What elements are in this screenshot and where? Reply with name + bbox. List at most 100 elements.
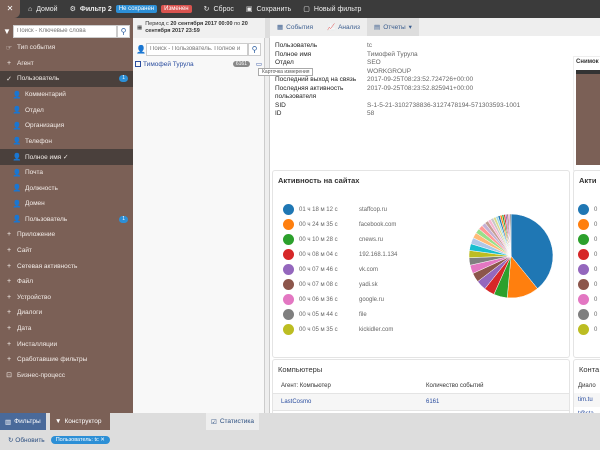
legend-swatch [578, 309, 589, 320]
legend-swatch [578, 294, 589, 305]
sidebar-item[interactable]: + Инсталляции [0, 336, 133, 352]
legend-item: 00 ч 06 м 36 с google.ru [273, 292, 569, 307]
search-icon[interactable]: ⚲ [248, 42, 261, 56]
sidebar-item[interactable]: + Агент [0, 56, 133, 72]
plus-icon: + [6, 278, 12, 286]
legend-item: 00 ч 05 м 44 с file [273, 307, 569, 322]
refresh-icon: ↻ [203, 6, 210, 13]
sites-activity-card: Активность на сайтах 01 ч 18 м 12 с staff… [272, 170, 570, 358]
legend-item: 00 ч 07 м 46 с vk.com [273, 262, 569, 277]
legend-swatch [283, 249, 294, 260]
info-row: SID S-1-5-21-3102738836-3127478194-571303… [275, 101, 521, 109]
legend-swatch [283, 294, 294, 305]
sidebar-item[interactable]: + Сайт [0, 243, 133, 259]
legend-swatch [283, 279, 294, 290]
user-search-input[interactable] [146, 42, 248, 56]
sidebar-item[interactable]: 👤 Отдел [12, 106, 44, 115]
tab-events[interactable]: ▦ События [277, 23, 313, 32]
screenshot-thumbnail[interactable]: Снимок [573, 56, 600, 171]
legend-swatch [283, 219, 294, 230]
close-icon[interactable]: ✕ [0, 0, 20, 18]
reset-button[interactable]: ↻ Сброс [203, 5, 234, 14]
plus-icon: + [6, 340, 12, 348]
panel-resizer[interactable] [265, 38, 270, 413]
plus-icon: + [6, 356, 12, 364]
sidebar-item[interactable]: 👤 Должность [12, 184, 58, 193]
sidebar-item[interactable]: ⊡ Бизнес-процесс [0, 367, 133, 383]
list-item[interactable]: Тимофей Турула 6161 ▭ [133, 58, 264, 70]
caret-down-icon: ▾ [408, 24, 412, 31]
refresh-button[interactable]: ↻ Обновить [8, 437, 45, 444]
sidebar-item[interactable]: ✓ Пользователь 1 [0, 71, 133, 87]
info-row: Последняя активность пользователя 2017-09… [275, 84, 474, 101]
tooltip: Карточка измерения [258, 68, 314, 76]
user-icon: 👤 [12, 91, 22, 99]
legend-item: 0 [574, 277, 600, 292]
sidebar-item[interactable]: + Файл [0, 274, 133, 290]
sidebar-item[interactable]: 👤 Пользователь 1 [0, 212, 133, 228]
checkbox[interactable] [135, 61, 141, 67]
sidebar-item[interactable]: + Устройство [0, 290, 133, 306]
pie-slice[interactable] [509, 213, 512, 257]
save-button[interactable]: ▣ Сохранить [245, 5, 292, 14]
changed-badge: Изменен [161, 5, 192, 13]
plus-icon: + [6, 262, 12, 270]
tab-reports[interactable]: ▤ Отчеты ▾ [367, 18, 419, 36]
funnel-icon: ▼ [3, 26, 11, 36]
pointer-icon: ☞ [5, 44, 13, 52]
chart-icon: 📈 [327, 24, 336, 31]
user-icon: 👤 [12, 216, 22, 224]
user-icon: 👤 [12, 122, 22, 130]
statistics-toggle[interactable]: ☑ Статистика [206, 413, 259, 430]
legend-swatch [578, 204, 589, 215]
sidebar-item[interactable]: + Сетевая активность [0, 258, 133, 274]
home-button[interactable]: ⌂ Домой [28, 5, 58, 13]
sidebar-item[interactable]: 👤 Организация [12, 122, 65, 130]
count-badge: 1 [119, 215, 128, 223]
legend-item: 0 [574, 322, 600, 337]
gear-icon: ⚙ [69, 6, 76, 13]
bottom-tabs: ▥ Фильтры ▼ Конструктор ☑ Статистика [0, 413, 600, 430]
legend-item: 00 ч 07 м 08 с yadi.sk [273, 277, 569, 292]
tab-constructor[interactable]: ▼ Конструктор [50, 413, 110, 430]
sidebar-item[interactable]: 👤 Домен [12, 200, 45, 208]
main-panel: ▦ События 📈 Анализ ▤ Отчеты ▾ Пользователь tc… [270, 18, 600, 430]
sidebar-item[interactable]: + Приложение [0, 227, 133, 243]
sidebar-item[interactable]: + Сработавшие фильтры [0, 352, 133, 368]
user-info: Пользователь tc Полное имя Тимофей Турула От… [275, 42, 565, 119]
view-tabs: ▦ События 📈 Анализ ▤ Отчеты ▾ [270, 18, 600, 36]
sidebar-item[interactable]: 👤 Телефон [12, 137, 52, 146]
card-icon[interactable]: ▭ [255, 61, 262, 68]
legend-swatch [578, 324, 589, 335]
keyword-search-input[interactable] [13, 24, 117, 38]
tab-analysis[interactable]: 📈 Анализ [327, 23, 361, 32]
user-icon: 👤 [12, 185, 22, 193]
legend-swatch [578, 249, 589, 260]
filter-chip[interactable]: Пользователь: tc ✕ [50, 436, 110, 444]
plus-icon: + [6, 324, 12, 332]
tab-filters[interactable]: ▥ Фильтры [0, 413, 46, 430]
sidebar-item[interactable]: 👤 Полное имя ✓ [0, 149, 133, 165]
funnel-icon: ▼ [55, 418, 62, 425]
legend-item: 0 [574, 307, 600, 322]
pie-slice[interactable] [510, 213, 554, 289]
table-row[interactable]: LastCosmo 6161 [273, 394, 569, 411]
sidebar-item[interactable]: 👤 Комментарий [12, 91, 66, 99]
plus-icon: + [6, 59, 12, 67]
new-filter-button[interactable]: ▢ Новый фильтр [303, 5, 362, 14]
info-row: Отдел SEO [275, 59, 381, 66]
legend-item: 01 ч 18 м 12 с staffcop.ru [273, 202, 569, 217]
filter-name[interactable]: ⚙ Фильтр 2 Не сохранен Изменен [70, 5, 192, 13]
sidebar-item[interactable]: ☞ Тип события [5, 44, 56, 52]
sidebar-item[interactable]: 👤 Почта [12, 169, 44, 177]
legend-swatch [578, 219, 589, 230]
legend-item: 0 [574, 217, 600, 232]
search-icon[interactable]: ⚲ [117, 24, 130, 38]
legend-item: 00 ч 10 м 28 с cnews.ru [273, 232, 569, 247]
info-row: Последний выход на связь 2017-09-25T08:23… [275, 76, 474, 83]
save-icon: ▣ [245, 6, 253, 13]
sidebar-item[interactable]: + Дата [0, 321, 133, 337]
sidebar-item[interactable]: + Диалоги [0, 305, 133, 321]
period-bar[interactable]: ▦ Период с 20 сентября 2017 00:00 по 20 … [133, 18, 265, 38]
sidebar-search: ▼ ⚲ [3, 22, 130, 40]
